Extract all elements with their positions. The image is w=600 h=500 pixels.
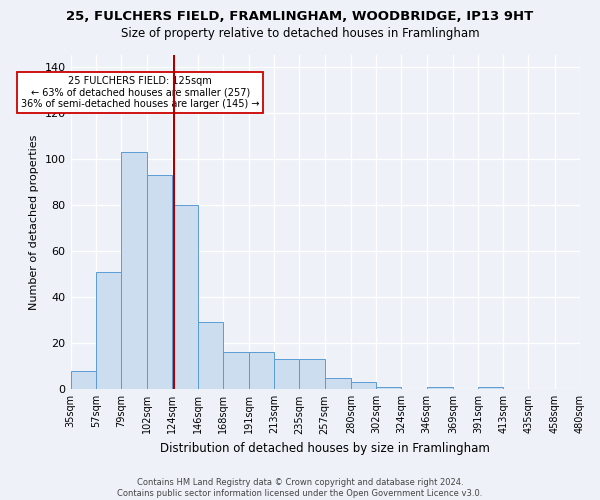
Text: Contains HM Land Registry data © Crown copyright and database right 2024.
Contai: Contains HM Land Registry data © Crown c… bbox=[118, 478, 482, 498]
Bar bbox=[325, 378, 351, 390]
Bar bbox=[95, 272, 121, 390]
Text: 25 FULCHERS FIELD: 125sqm
← 63% of detached houses are smaller (257)
36% of semi: 25 FULCHERS FIELD: 125sqm ← 63% of detac… bbox=[21, 76, 260, 109]
Text: 25, FULCHERS FIELD, FRAMLINGHAM, WOODBRIDGE, IP13 9HT: 25, FULCHERS FIELD, FRAMLINGHAM, WOODBRI… bbox=[67, 10, 533, 23]
Y-axis label: Number of detached properties: Number of detached properties bbox=[29, 134, 39, 310]
Bar bbox=[172, 205, 197, 390]
Bar bbox=[274, 360, 299, 390]
Bar bbox=[478, 387, 503, 390]
Bar bbox=[249, 352, 274, 390]
Text: Size of property relative to detached houses in Framlingham: Size of property relative to detached ho… bbox=[121, 28, 479, 40]
Bar bbox=[223, 352, 249, 390]
Bar bbox=[71, 371, 95, 390]
X-axis label: Distribution of detached houses by size in Framlingham: Distribution of detached houses by size … bbox=[160, 442, 490, 455]
Bar bbox=[580, 387, 600, 390]
Bar bbox=[197, 322, 223, 390]
Bar bbox=[299, 360, 325, 390]
Bar bbox=[351, 382, 376, 390]
Bar bbox=[427, 387, 453, 390]
Bar bbox=[147, 175, 172, 390]
Bar bbox=[121, 152, 147, 390]
Bar bbox=[376, 387, 401, 390]
